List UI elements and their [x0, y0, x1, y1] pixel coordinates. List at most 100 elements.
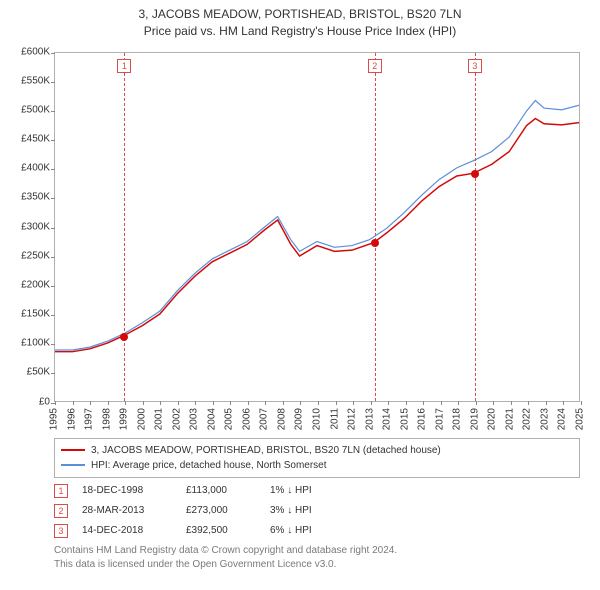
legend-swatch [61, 449, 85, 451]
x-axis-label: 2008 [276, 408, 287, 430]
event-delta: 1% ↓ HPI [270, 485, 360, 496]
x-tick [143, 401, 144, 405]
y-axis-label: £450K [10, 134, 50, 145]
event-date: 28-MAR-2013 [82, 505, 172, 516]
event-delta: 3% ↓ HPI [270, 505, 360, 516]
legend-label: 3, JACOBS MEADOW, PORTISHEAD, BRISTOL, B… [91, 443, 441, 458]
x-axis-label: 2006 [241, 408, 252, 430]
y-tick [51, 257, 55, 258]
y-axis-label: £100K [10, 338, 50, 349]
x-tick [213, 401, 214, 405]
x-axis-label: 2003 [189, 408, 200, 430]
x-tick [388, 401, 389, 405]
x-axis-label: 2021 [504, 408, 515, 430]
line-series-svg [55, 53, 579, 401]
x-axis-label: 2025 [575, 408, 586, 430]
y-axis-label: £550K [10, 75, 50, 86]
x-axis-label: 2009 [294, 408, 305, 430]
event-flag-3: 3 [54, 524, 68, 538]
x-tick [195, 401, 196, 405]
y-axis-label: £200K [10, 279, 50, 290]
event-date: 18-DEC-1998 [82, 485, 172, 496]
x-tick [353, 401, 354, 405]
y-tick [51, 53, 55, 54]
event-price: £113,000 [186, 485, 256, 496]
x-axis-label: 2007 [259, 408, 270, 430]
y-tick [51, 344, 55, 345]
legend-label: HPI: Average price, detached house, Nort… [91, 458, 327, 473]
chart-title: 3, JACOBS MEADOW, PORTISHEAD, BRISTOL, B… [10, 6, 590, 40]
x-tick [563, 401, 564, 405]
legend-item: 3, JACOBS MEADOW, PORTISHEAD, BRISTOL, B… [61, 443, 573, 458]
events-table: 1 18-DEC-1998 £113,000 1% ↓ HPI 2 28-MAR-2013… [54, 484, 580, 538]
flag-line-1 [124, 53, 125, 401]
x-axis-label: 1997 [84, 408, 95, 430]
x-axis-label: 2012 [347, 408, 358, 430]
title-subtitle: Price paid vs. HM Land Registry's House … [10, 23, 590, 40]
x-tick [73, 401, 74, 405]
x-axis-label: 2000 [136, 408, 147, 430]
chart-area: 123 £0£50K£100K£150K£200K£250K£300K£350K… [10, 44, 590, 434]
x-axis-label: 2014 [382, 408, 393, 430]
y-axis-label: £600K [10, 46, 50, 57]
x-axis-label: 2002 [171, 408, 182, 430]
x-axis-label: 2017 [434, 408, 445, 430]
y-tick [51, 286, 55, 287]
x-tick [546, 401, 547, 405]
x-tick [458, 401, 459, 405]
flag-box-1: 1 [117, 59, 131, 73]
event-delta: 6% ↓ HPI [270, 525, 360, 536]
y-axis-label: £350K [10, 192, 50, 203]
x-tick [283, 401, 284, 405]
y-tick [51, 140, 55, 141]
event-date: 14-DEC-2018 [82, 525, 172, 536]
x-tick [528, 401, 529, 405]
x-axis-label: 1999 [119, 408, 130, 430]
x-tick [55, 401, 56, 405]
x-tick [265, 401, 266, 405]
x-axis-label: 2022 [522, 408, 533, 430]
x-axis-label: 2005 [224, 408, 235, 430]
flag-line-2 [375, 53, 376, 401]
x-tick [230, 401, 231, 405]
y-tick [51, 169, 55, 170]
x-axis-label: 2020 [487, 408, 498, 430]
chart-container: 3, JACOBS MEADOW, PORTISHEAD, BRISTOL, B… [0, 0, 600, 590]
x-axis-label: 2004 [206, 408, 217, 430]
y-axis-label: £500K [10, 104, 50, 115]
event-flag-1: 1 [54, 484, 68, 498]
x-tick [406, 401, 407, 405]
legend-box: 3, JACOBS MEADOW, PORTISHEAD, BRISTOL, B… [54, 438, 580, 478]
event-flag-2: 2 [54, 504, 68, 518]
series-price-paid [55, 118, 579, 351]
x-axis-label: 1996 [66, 408, 77, 430]
event-price: £392,500 [186, 525, 256, 536]
x-axis-label: 2010 [312, 408, 323, 430]
x-axis-label: 2013 [364, 408, 375, 430]
y-tick [51, 315, 55, 316]
event-row: 3 14-DEC-2018 £392,500 6% ↓ HPI [54, 524, 580, 538]
footer-line-2: This data is licensed under the Open Gov… [54, 558, 580, 572]
y-axis-label: £250K [10, 250, 50, 261]
x-tick [90, 401, 91, 405]
y-tick [51, 198, 55, 199]
event-row: 2 28-MAR-2013 £273,000 3% ↓ HPI [54, 504, 580, 518]
x-axis-label: 2011 [329, 408, 340, 430]
footer-line-1: Contains HM Land Registry data © Crown c… [54, 544, 580, 558]
y-axis-label: £0 [10, 396, 50, 407]
x-tick [423, 401, 424, 405]
flag-box-2: 2 [368, 59, 382, 73]
y-axis-label: £50K [10, 367, 50, 378]
y-axis-label: £300K [10, 221, 50, 232]
y-tick [51, 111, 55, 112]
event-price: £273,000 [186, 505, 256, 516]
x-tick [300, 401, 301, 405]
x-tick [441, 401, 442, 405]
y-axis-label: £150K [10, 309, 50, 320]
x-tick [248, 401, 249, 405]
x-tick [178, 401, 179, 405]
x-tick [581, 401, 582, 405]
attribution-footer: Contains HM Land Registry data © Crown c… [54, 544, 580, 572]
legend-item: HPI: Average price, detached house, Nort… [61, 458, 573, 473]
x-tick [160, 401, 161, 405]
